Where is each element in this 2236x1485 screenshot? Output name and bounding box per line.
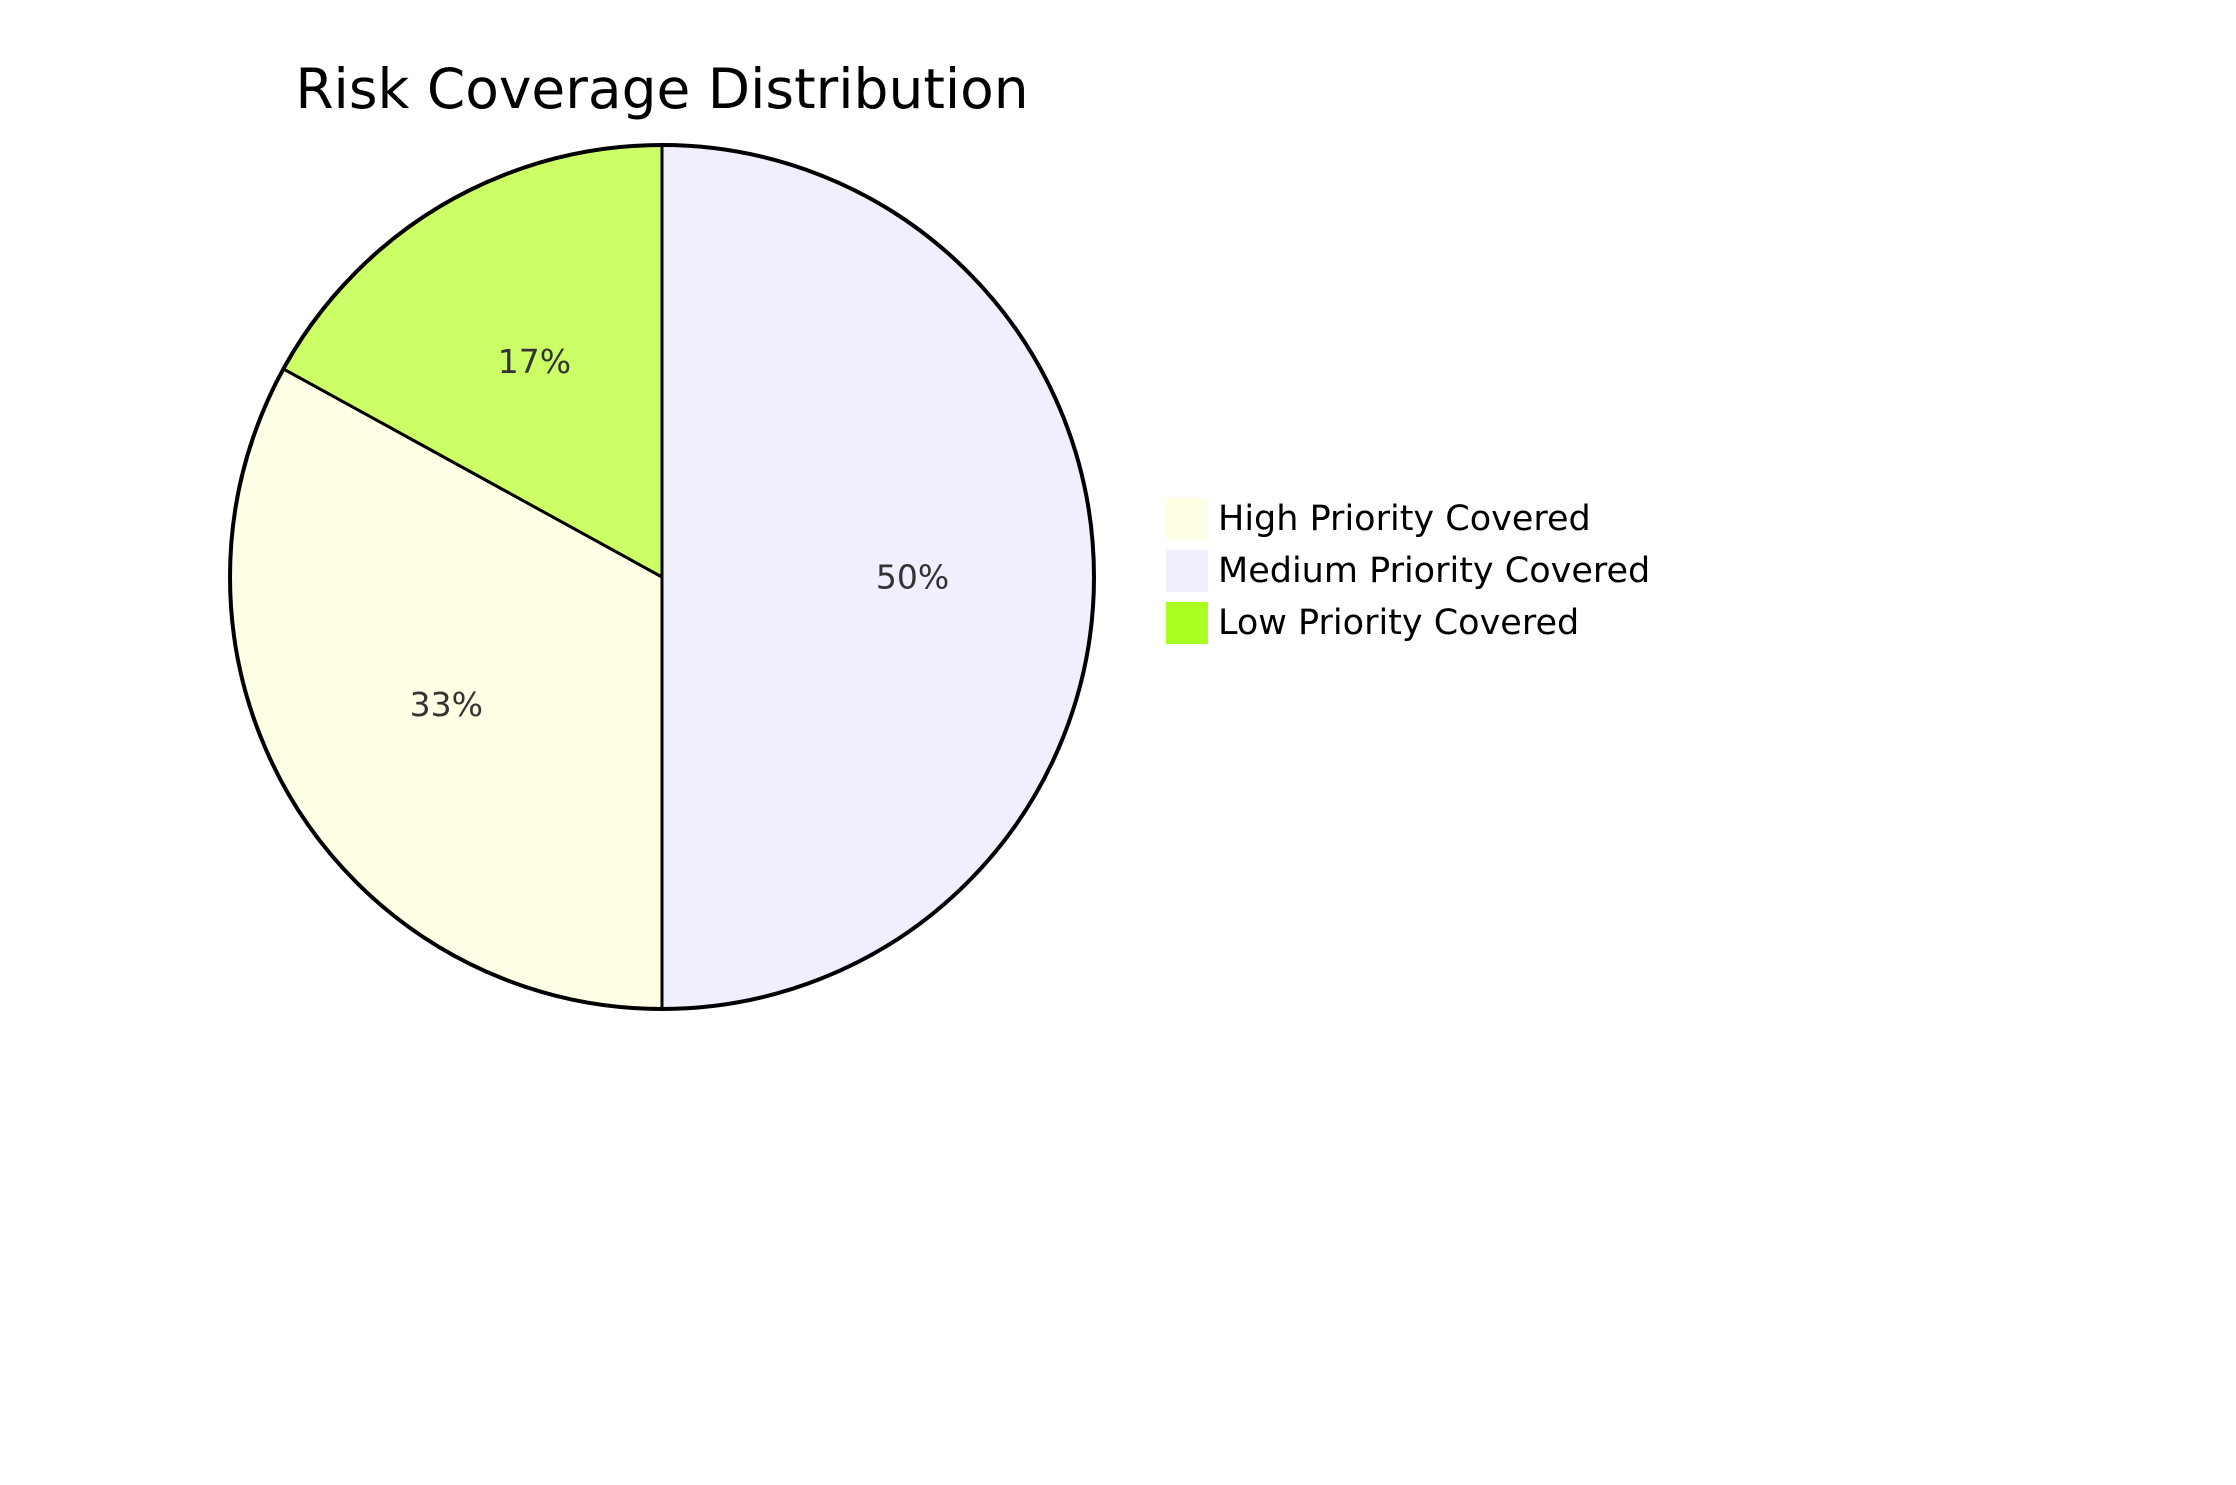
pie-slice-label: 17% — [498, 342, 571, 381]
legend-swatch — [1166, 602, 1208, 644]
legend-label: High Priority Covered — [1218, 499, 1591, 539]
chart-title: Risk Coverage Distribution — [295, 57, 1028, 121]
legend-label: Low Priority Covered — [1218, 603, 1579, 643]
legend-label: Medium Priority Covered — [1218, 551, 1650, 591]
legend: High Priority Covered Medium Priority Cov… — [1166, 498, 1650, 644]
pie-slice-label: 50% — [876, 558, 949, 597]
pie-slice-labels: 50% 33% 17% — [410, 342, 950, 724]
pie-slice-label: 33% — [410, 685, 483, 724]
legend-swatch — [1166, 498, 1208, 540]
pie-slices — [228, 143, 1096, 1011]
pie-outline — [228, 143, 1096, 1011]
legend-swatch — [1166, 550, 1208, 592]
